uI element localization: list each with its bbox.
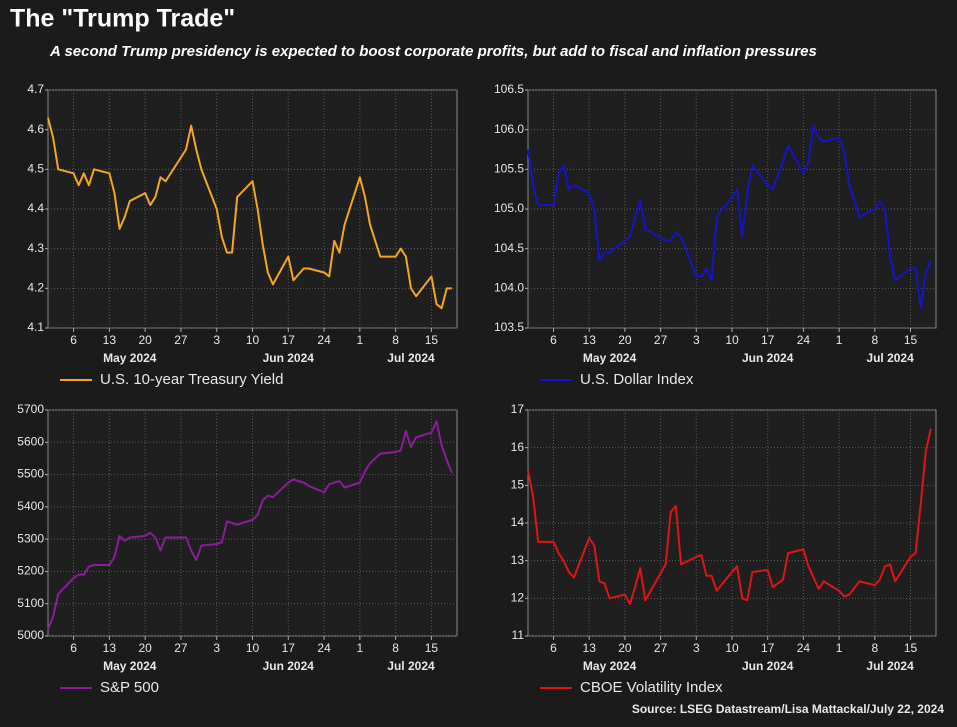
x-tick-label: 6 <box>70 333 77 347</box>
x-tick-label: 27 <box>654 333 668 347</box>
x-tick-label: 20 <box>138 641 152 655</box>
x-tick-label: 8 <box>871 333 878 347</box>
x-tick-label: 17 <box>282 333 296 347</box>
y-tick-label: 4.6 <box>27 122 44 136</box>
x-tick-label: 24 <box>797 641 811 655</box>
x-group-label: Jul 2024 <box>387 659 435 673</box>
y-tick-label: 15 <box>511 478 525 492</box>
y-tick-label: 103.5 <box>494 320 524 334</box>
data-line <box>527 124 932 310</box>
x-group-label: May 2024 <box>583 659 637 673</box>
x-group-label: Jul 2024 <box>866 351 914 365</box>
x-tick-label: 6 <box>70 641 77 655</box>
x-tick-label: 10 <box>246 333 260 347</box>
x-group-label: Jun 2024 <box>742 351 794 365</box>
data-line <box>47 117 452 310</box>
x-tick-label: 10 <box>725 641 739 655</box>
x-tick-label: 27 <box>654 641 668 655</box>
y-tick-label: 4.1 <box>27 320 44 334</box>
x-tick-label: 27 <box>174 333 188 347</box>
y-tick-label: 5000 <box>17 628 44 642</box>
source: Source: LSEG Datastream/Lisa Mattackal/J… <box>632 702 944 716</box>
x-tick-label: 1 <box>357 641 364 655</box>
x-tick-label: 13 <box>103 333 117 347</box>
plot-area <box>47 409 458 637</box>
x-tick-label: 3 <box>213 333 220 347</box>
x-tick-label: 8 <box>392 641 399 655</box>
y-tick-label: 104.0 <box>494 281 524 295</box>
y-tick-label: 4.2 <box>27 281 44 295</box>
y-tick-label: 106.0 <box>494 122 524 136</box>
x-tick-label: 1 <box>836 333 843 347</box>
x-tick-label: 13 <box>583 333 597 347</box>
x-group-label: Jun 2024 <box>263 351 315 365</box>
x-tick-label: 15 <box>904 641 918 655</box>
y-tick-label: 13 <box>511 553 525 567</box>
x-group-label: Jun 2024 <box>742 659 794 673</box>
y-tick-label: 5600 <box>17 434 44 448</box>
y-tick-label: 17 <box>511 402 525 416</box>
x-group-label: Jul 2024 <box>866 659 914 673</box>
x-tick-label: 13 <box>583 641 597 655</box>
y-tick-label: 5400 <box>17 499 44 513</box>
legend-label: CBOE Volatility Index <box>580 679 723 696</box>
x-tick-label: 27 <box>174 641 188 655</box>
x-tick-label: 8 <box>392 333 399 347</box>
legend-label: U.S. Dollar Index <box>580 371 694 388</box>
y-tick-label: 4.5 <box>27 162 44 176</box>
y-tick-label: 105.5 <box>494 162 524 176</box>
legend-label: U.S. 10-year Treasury Yield <box>100 371 283 388</box>
page-subtitle: A second Trump presidency is expected to… <box>49 43 817 60</box>
y-tick-label: 4.7 <box>27 82 44 96</box>
x-tick-label: 20 <box>138 333 152 347</box>
y-tick-label: 16 <box>511 440 525 454</box>
y-tick-label: 5700 <box>17 402 44 416</box>
legend-label: S&P 500 <box>100 679 159 696</box>
x-tick-label: 8 <box>871 641 878 655</box>
x-tick-label: 13 <box>103 641 117 655</box>
x-tick-label: 1 <box>836 641 843 655</box>
y-tick-label: 5300 <box>17 531 44 545</box>
x-tick-label: 6 <box>550 333 557 347</box>
x-tick-label: 3 <box>213 641 220 655</box>
y-tick-label: 5200 <box>17 564 44 578</box>
y-tick-label: 104.5 <box>494 241 524 255</box>
x-tick-label: 17 <box>761 333 775 347</box>
x-tick-label: 20 <box>618 641 632 655</box>
x-group-label: May 2024 <box>103 659 157 673</box>
x-tick-label: 17 <box>282 641 296 655</box>
y-tick-label: 4.4 <box>27 201 44 215</box>
y-tick-label: 5100 <box>17 596 44 610</box>
x-tick-label: 15 <box>425 333 439 347</box>
x-tick-label: 15 <box>425 641 439 655</box>
data-line <box>527 428 932 605</box>
y-tick-label: 11 <box>512 628 525 642</box>
x-group-label: May 2024 <box>103 351 157 365</box>
x-group-label: May 2024 <box>583 351 637 365</box>
x-tick-label: 3 <box>693 641 700 655</box>
x-tick-label: 1 <box>357 333 364 347</box>
y-tick-label: 12 <box>511 591 525 605</box>
x-tick-label: 10 <box>725 333 739 347</box>
x-group-label: Jul 2024 <box>387 351 435 365</box>
x-tick-label: 20 <box>618 333 632 347</box>
x-tick-label: 6 <box>550 641 557 655</box>
x-tick-label: 3 <box>693 333 700 347</box>
x-tick-label: 24 <box>317 641 331 655</box>
data-line <box>47 420 453 630</box>
y-tick-label: 14 <box>511 515 525 529</box>
y-tick-label: 106.5 <box>494 82 524 96</box>
y-tick-label: 5500 <box>17 467 44 481</box>
x-tick-label: 17 <box>761 641 775 655</box>
x-tick-label: 24 <box>797 333 811 347</box>
x-tick-label: 10 <box>246 641 260 655</box>
x-group-label: Jun 2024 <box>263 659 315 673</box>
page-title: The "Trump Trade" <box>10 5 235 33</box>
x-tick-label: 15 <box>904 333 918 347</box>
y-tick-label: 4.3 <box>27 241 44 255</box>
y-tick-label: 105.0 <box>494 201 524 215</box>
x-tick-label: 24 <box>317 333 331 347</box>
